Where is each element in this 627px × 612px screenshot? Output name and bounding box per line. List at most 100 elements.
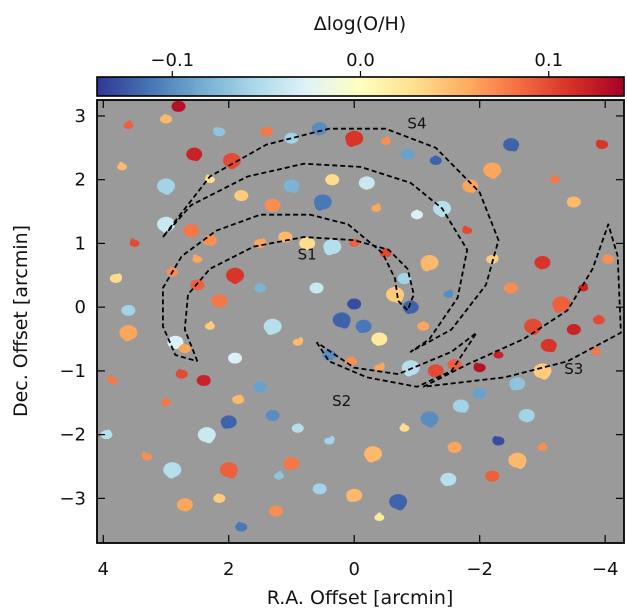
x-tick-label: −4 (592, 559, 619, 580)
hii-clump-lobe (256, 381, 264, 392)
hii-clump-lobe (436, 203, 448, 218)
hii-clump-lobe (432, 155, 439, 164)
plot-area: S1 S2 S3 S4 (96, 99, 625, 544)
y-axis-title: Dec. Offset [arcmin] (10, 225, 32, 417)
hii-clump-lobe (348, 356, 356, 365)
hii-clump-lobe (508, 283, 516, 293)
hii-clump-lobe (176, 369, 183, 378)
hii-clump-lobe (492, 435, 499, 445)
hii-clump-lobe (190, 279, 199, 290)
hii-clump-lobe (404, 302, 414, 315)
hii-clump-lobe (473, 388, 482, 399)
hii-clump-lobe (213, 126, 220, 135)
hii-clump-lobe (566, 197, 575, 207)
hii-clump-lobe (267, 410, 276, 421)
hii-clump-lobe (385, 136, 391, 143)
hii-clump-lobe (237, 394, 244, 403)
y-tick-label: −1 (59, 361, 86, 382)
region-label-s4: S4 (407, 115, 426, 133)
x-axis-tick-labels: 4 2 0 −2 −4 (98, 559, 619, 580)
hii-clump-lobe (216, 295, 226, 308)
hii-clump-lobe (431, 366, 441, 378)
hii-clump-lobe (267, 200, 277, 213)
hii-clump-lobe (346, 490, 356, 503)
hii-clump-lobe (593, 346, 599, 353)
hii-clump-lobe (203, 429, 215, 444)
hii-clump-lobe (509, 139, 519, 152)
hii-clump-lobe (301, 238, 311, 251)
hii-clump-lobe (350, 299, 359, 309)
hii-clump-lobe (115, 273, 122, 282)
hii-clump-lobe (314, 197, 326, 211)
hii-region-clumps (100, 100, 615, 532)
hii-clump-lobe (180, 343, 187, 352)
hii-clump-lobe (540, 442, 546, 449)
hii-clump-lobe (202, 375, 211, 386)
hii-clump-lobe (126, 120, 132, 127)
hii-clump-lobe (284, 458, 295, 471)
region-outline-s1 (162, 213, 415, 363)
region-outline-s4 (162, 127, 500, 353)
hii-clump-lobe (107, 375, 113, 382)
hii-clump-lobe (171, 101, 180, 112)
hii-clump-lobe (192, 254, 198, 261)
hii-clump-lobe (298, 337, 304, 344)
hii-clump-lobe (330, 174, 339, 185)
hii-clump-lobe (160, 219, 172, 234)
hii-clump-lobe (522, 410, 532, 423)
hii-clump-lobe (421, 257, 432, 272)
hii-clump-lobe (539, 366, 550, 380)
region-outline-s3 (422, 223, 622, 388)
hii-clump-lobe (595, 139, 603, 148)
x-tick-label: 4 (98, 559, 109, 580)
y-tick-label: 3 (75, 106, 86, 127)
hii-clump-lobe (425, 413, 436, 428)
hii-clump-lobe (401, 149, 410, 160)
colorbar-tick-label: 0.0 (346, 50, 375, 71)
hii-clump-lobe (221, 417, 231, 429)
hii-clump-lobe (171, 337, 181, 350)
hii-clump-lobe (553, 299, 564, 313)
hii-clump-lobe (168, 267, 175, 276)
hii-clump-lobe (488, 165, 499, 179)
hii-clump-lobe (289, 181, 300, 193)
hii-clump-lobe (166, 464, 177, 479)
hii-clump-lobe (345, 133, 357, 147)
hii-clump-lobe (266, 126, 273, 135)
hii-clump-lobe (357, 321, 367, 334)
hii-clump-lobe (236, 522, 243, 531)
y-axis-tick-labels: 3 2 1 0 −1 −2 −3 (59, 106, 86, 509)
hii-clump-lobe (420, 321, 427, 330)
hii-clump-lobe (314, 483, 323, 494)
hii-clump-lobe (551, 174, 557, 181)
hii-clump-lobe (188, 225, 198, 238)
x-axis-title: R.A. Offset [arcmin] (267, 587, 454, 609)
hii-clump-lobe (459, 401, 469, 413)
hii-clump-lobe (226, 155, 238, 170)
hii-clump-lobe (191, 149, 201, 162)
hii-clump-lobe (161, 114, 169, 123)
hii-clump-lobe (515, 455, 526, 469)
hii-clump-lobe (288, 133, 297, 144)
region-label-s2: S2 (332, 392, 351, 410)
colorbar-tick-label: −0.1 (150, 50, 194, 71)
hii-clump-lobe (229, 270, 241, 285)
colorbar-tick-labels: −0.1 0.0 0.1 (150, 50, 563, 71)
hii-clump-lobe (373, 334, 383, 346)
region-label-s3: S3 (564, 360, 583, 378)
hii-clump-lobe (379, 362, 385, 369)
hii-clump-lobe (413, 209, 421, 218)
region-outline-s2 (315, 331, 478, 388)
plot-frame (96, 99, 625, 544)
hii-clump-lobe (208, 321, 214, 328)
y-tick-label: 2 (75, 170, 86, 191)
hii-clump-lobe (274, 506, 283, 517)
colorbar: Δlog(O/H) −0.1 0.0 0.1 (96, 13, 625, 97)
hii-clump-lobe (509, 378, 519, 391)
hii-clump-lobe (547, 340, 557, 353)
hii-clump-lobe (488, 471, 497, 482)
hii-clump-lobe (314, 123, 324, 136)
hii-clump-lobe (473, 362, 480, 371)
hii-clump-lobe (277, 470, 283, 478)
x-tick-label: −2 (466, 559, 493, 580)
